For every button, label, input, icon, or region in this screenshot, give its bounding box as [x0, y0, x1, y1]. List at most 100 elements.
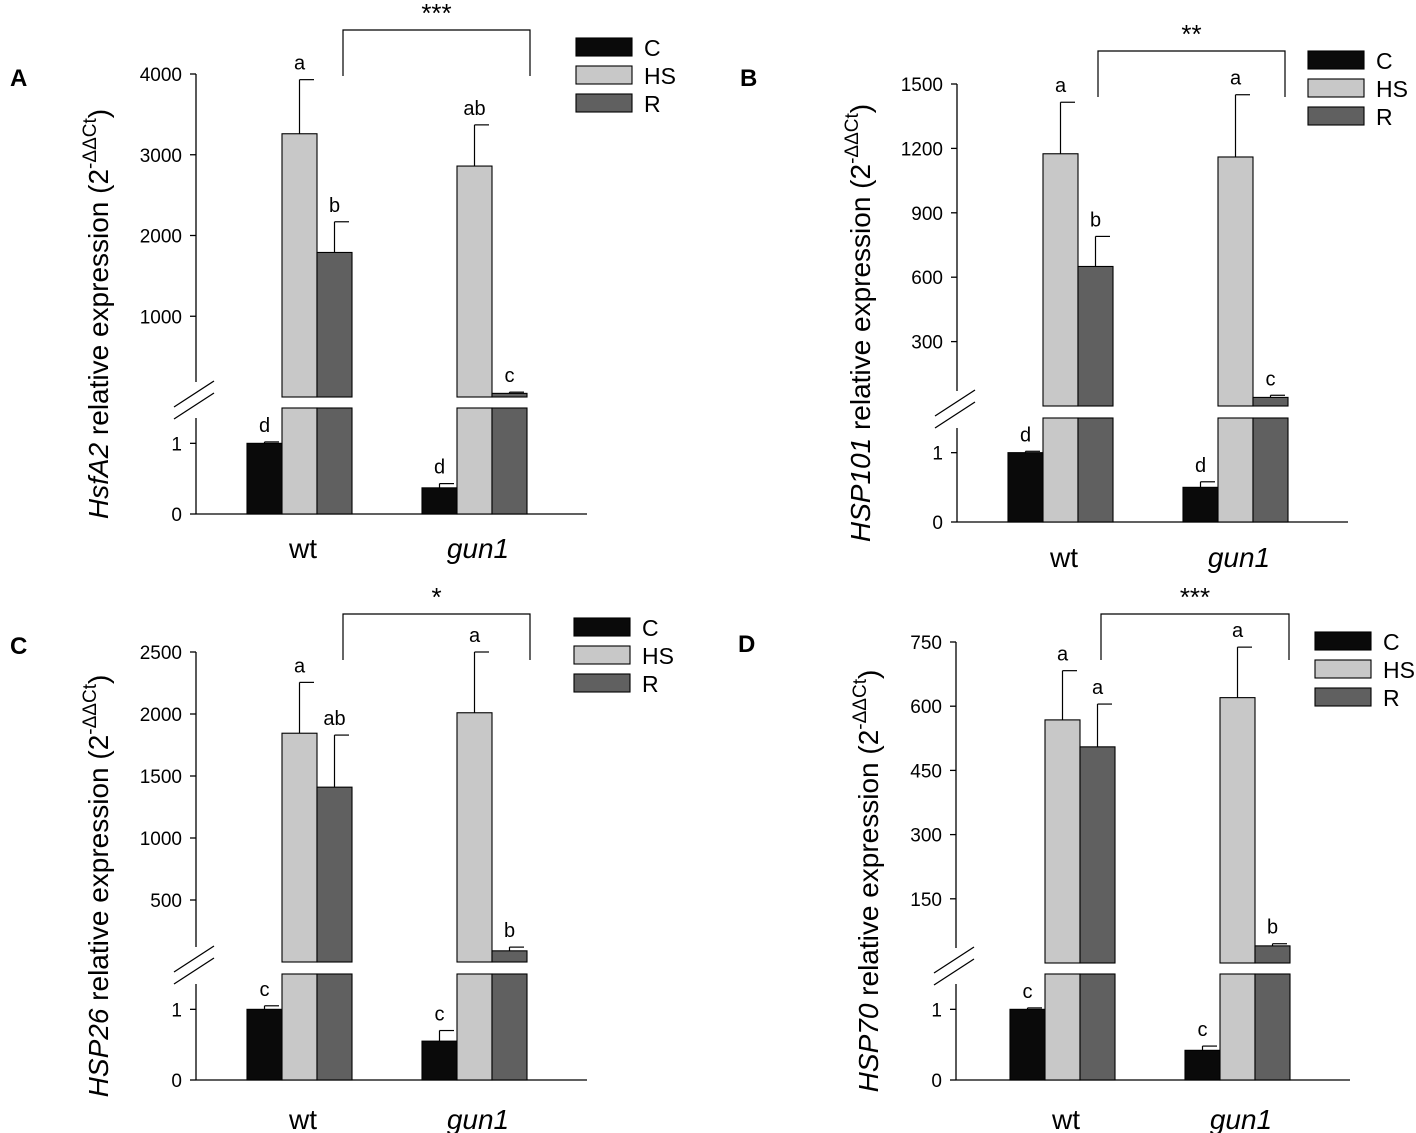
significance-letter: ab: [463, 98, 485, 120]
comparison-bracket: [1100, 613, 1290, 660]
y-axis-gene: HsfA2: [83, 442, 114, 519]
y-tick-label-upper: 600: [910, 697, 942, 718]
legend-swatch-hs: [575, 65, 633, 85]
y-tick-label-lower: 1: [932, 444, 943, 465]
y-tick-label-upper: 1500: [140, 767, 182, 788]
comparison-bracket: [342, 29, 531, 76]
significance-letter: a: [1092, 677, 1104, 699]
bar-hs-gun1-lower: [1217, 417, 1254, 523]
x-category-gun1: gun1: [1210, 1104, 1272, 1133]
legend-label-r: R: [644, 91, 661, 117]
y-axis-exponent: -ΔΔCt: [80, 683, 101, 734]
legend-label-c: C: [644, 35, 661, 61]
significance-letter: c: [1023, 981, 1033, 1003]
comparison-stars: ***: [421, 0, 451, 28]
significance-letter: c: [260, 979, 270, 1001]
y-axis-exponent: -ΔΔCt: [80, 118, 101, 169]
significance-letter: a: [469, 625, 481, 647]
y-tick-label-upper: 4000: [140, 65, 182, 86]
y-tick-label-lower: 1: [171, 1000, 182, 1021]
y-tick-label-upper: 750: [910, 633, 942, 654]
panel-label: D: [738, 631, 755, 658]
x-category-gun1: gun1: [447, 1104, 509, 1133]
x-category-gun1: gun1: [1208, 542, 1270, 573]
y-axis-gene: HSP101: [845, 438, 876, 542]
significance-letter: a: [1057, 644, 1069, 666]
panel-b: B HSP101 relative expression (2-ΔΔCt) 300 6…: [740, 19, 1408, 573]
y-tick-label-upper: 300: [910, 826, 942, 847]
significance-letter: b: [504, 920, 515, 942]
legend-swatch-c: [1314, 631, 1372, 651]
x-category-wt: wt: [288, 1104, 317, 1133]
significance-letter: d: [1195, 455, 1206, 477]
comparison-bracket: [1097, 50, 1286, 97]
axis-break-mark: [173, 957, 215, 985]
bar-hs-gun1: [456, 712, 493, 963]
legend-swatch-r: [1307, 106, 1365, 126]
y-tick-label-upper: 1500: [901, 75, 943, 96]
bar-c-wt: [1009, 1008, 1046, 1081]
y-axis-label-text: relative expression (2: [845, 164, 876, 438]
significance-letter: b: [329, 195, 340, 217]
bar-r-gun1-lower: [1254, 973, 1291, 1081]
bar-r-gun1: [1252, 396, 1289, 407]
bar-r-wt-lower: [1079, 973, 1116, 1081]
bar-c-wt: [246, 442, 283, 515]
significance-letter: a: [294, 53, 306, 75]
y-axis-label: HSP70 relative expression (2-ΔΔCt): [850, 670, 884, 1093]
comparison-stars: *: [431, 582, 441, 612]
bar-r-wt: [316, 251, 353, 398]
y-tick-label-lower: 1: [931, 1000, 942, 1021]
y-axis-label: HsfA2 relative expression (2-ΔΔCt): [80, 109, 114, 519]
y-axis-label: HSP26 relative expression (2-ΔΔCt): [80, 675, 114, 1098]
bar-c-gun1: [1184, 1049, 1221, 1081]
significance-letter: d: [259, 415, 270, 437]
legend-swatch-c: [573, 617, 631, 637]
axis-break-mark: [934, 401, 976, 429]
bar-c-wt: [246, 1008, 283, 1081]
y-tick-label-lower: 0: [171, 505, 182, 526]
axis-break-mark: [934, 389, 976, 417]
legend-label-r: R: [1383, 685, 1400, 711]
y-axis-exponent: -ΔΔCt: [850, 678, 871, 729]
significance-letter: c: [505, 365, 515, 387]
y-axis-label: HSP101 relative expression (2-ΔΔCt): [842, 104, 876, 542]
x-category-wt: wt: [288, 533, 317, 564]
legend-label-hs: HS: [644, 63, 676, 89]
bar-r-gun1: [491, 392, 528, 398]
legend-label-r: R: [642, 671, 659, 697]
significance-letter: a: [294, 655, 306, 677]
panel-a: A HsfA2 relative expression (2-ΔΔCt) 1000 2…: [10, 0, 676, 564]
y-axis-label-text: relative expression (2: [853, 730, 884, 1004]
bar-r-gun1-lower: [491, 973, 528, 1081]
legend-swatch-hs: [1314, 659, 1372, 679]
bar-r-gun1-lower: [491, 407, 528, 515]
legend-swatch-r: [575, 93, 633, 113]
y-axis-gene: HSP26: [83, 1008, 114, 1097]
legend-label-c: C: [1376, 48, 1393, 74]
bar-c-gun1: [421, 487, 458, 515]
legend-swatch-r: [573, 673, 631, 693]
axis-break-mark: [933, 958, 975, 986]
bar-r-wt: [1079, 746, 1116, 964]
y-axis-label-close: ): [845, 104, 876, 113]
y-axis-label-close: ): [83, 675, 114, 684]
bar-r-gun1-lower: [1252, 417, 1289, 523]
significance-letter: b: [1090, 209, 1101, 231]
bar-hs-gun1: [1217, 156, 1254, 407]
bar-c-gun1: [1182, 486, 1219, 523]
y-tick-label-upper: 300: [911, 333, 943, 354]
significance-letter: c: [1266, 368, 1276, 390]
legend-swatch-hs: [1307, 78, 1365, 98]
x-category-wt: wt: [1049, 542, 1078, 573]
significance-letter: a: [1230, 68, 1242, 90]
axis-break-mark: [173, 380, 215, 408]
y-tick-label-upper: 450: [910, 761, 942, 782]
bar-hs-wt: [1044, 719, 1081, 964]
y-tick-label-upper: 900: [911, 204, 943, 225]
bar-hs-wt-lower: [281, 407, 318, 515]
panel-label: B: [740, 65, 757, 92]
bar-r-wt-lower: [316, 407, 353, 515]
axis-break-mark: [933, 946, 975, 974]
significance-letter: b: [1267, 917, 1278, 939]
